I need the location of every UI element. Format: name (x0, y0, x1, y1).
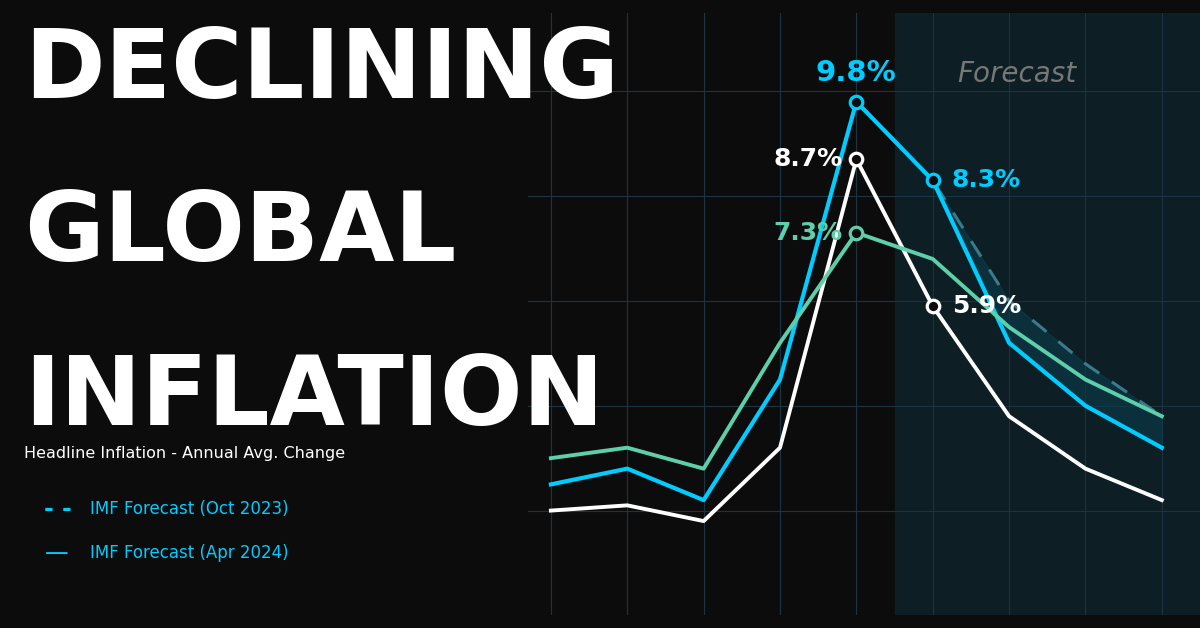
Text: 8.3%: 8.3% (952, 168, 1021, 192)
Text: 9.8%: 9.8% (816, 59, 896, 87)
Text: Forecast: Forecast (958, 60, 1076, 88)
Text: Headline Inflation - Annual Avg. Change: Headline Inflation - Annual Avg. Change (24, 446, 346, 461)
Text: IMF Forecast (Oct 2023): IMF Forecast (Oct 2023) (90, 500, 289, 517)
Text: - -: - - (44, 497, 72, 521)
Text: DECLINING: DECLINING (24, 25, 619, 118)
Text: 8.7%: 8.7% (774, 148, 842, 171)
Text: IMF Forecast (Apr 2024): IMF Forecast (Apr 2024) (90, 544, 289, 561)
Bar (894, 13, 1200, 615)
Text: GLOBAL: GLOBAL (24, 188, 456, 281)
Text: 7.3%: 7.3% (774, 221, 842, 245)
Text: 5.9%: 5.9% (952, 294, 1021, 318)
Text: —: — (44, 541, 68, 565)
Text: INFLATION: INFLATION (24, 352, 604, 445)
